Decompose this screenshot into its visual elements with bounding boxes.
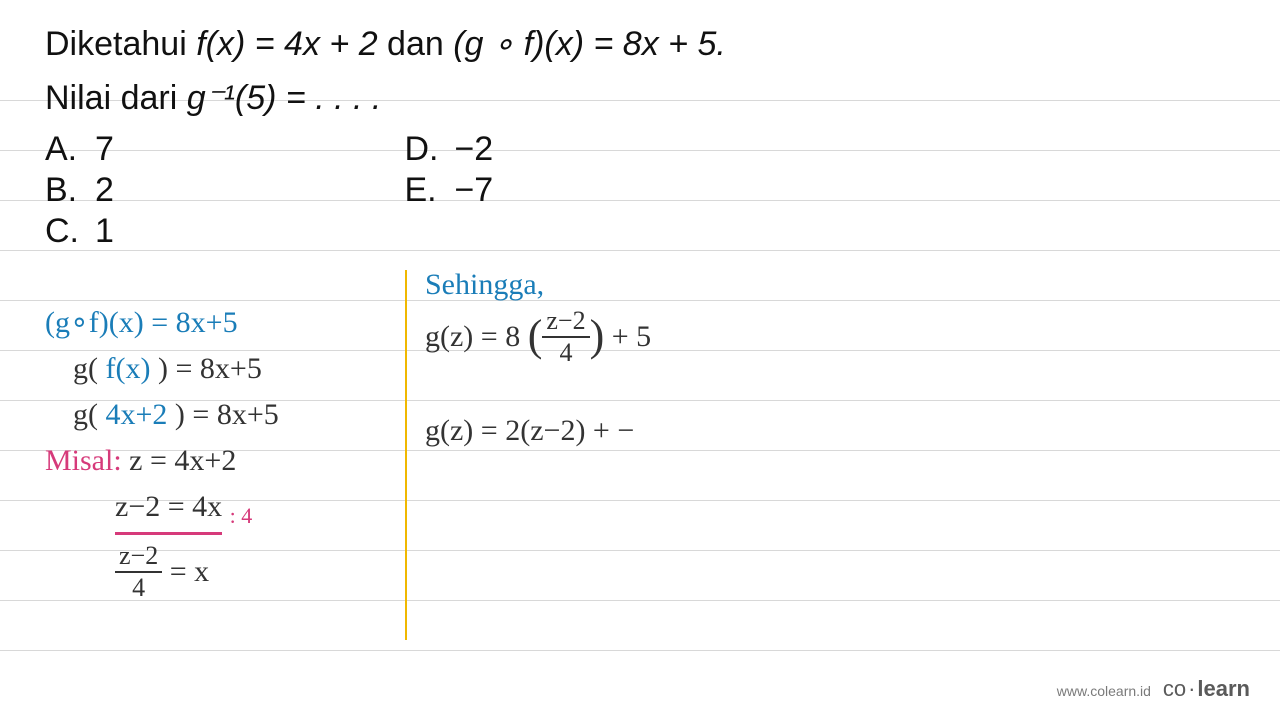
sehingga-heading: Sehingga, — [425, 262, 925, 308]
option-a: A.7 — [45, 130, 395, 169]
q-mid: dan — [378, 25, 454, 63]
work-l1: (g∘f)(x) = 8x+5 — [45, 300, 395, 346]
handwritten-work: (g∘f)(x) = 8x+5 g( f(x) ) = 8x+5 g( 4x+2… — [45, 270, 1240, 680]
footer-url: www.colearn.id — [1057, 683, 1151, 699]
q-pre2: Nilai dari — [45, 79, 187, 117]
answer-options: A.7 B.2 C.1 D.−2 E.−7 — [45, 130, 493, 253]
option-d: D.−2 — [404, 130, 493, 169]
option-c: C.1 — [45, 212, 395, 251]
work-l3: g( 4x+2 ) = 8x+5 — [45, 392, 395, 438]
column-divider — [405, 270, 407, 640]
work-sub2: z−24 = x — [115, 545, 395, 603]
q-pre1: Diketahui — [45, 25, 196, 63]
footer-brand: co·learn — [1163, 676, 1250, 701]
q-eq1: f(x) = 4x + 2 — [196, 25, 377, 63]
work-l2: g( f(x) ) = 8x+5 — [45, 346, 395, 392]
q-eq2: (g ∘ f)(x) = 8x + 5. — [453, 25, 726, 63]
work-sub1: z−2 = 4x : 4 — [115, 484, 395, 539]
q-eq3: g⁻¹(5) = . . . . — [187, 79, 382, 117]
work-right-column: Sehingga, g(z) = 8 (z−24) + 5 g(z) = 2(z… — [425, 262, 925, 454]
option-b: B.2 — [45, 171, 395, 210]
footer: www.colearn.id co·learn — [1057, 676, 1250, 702]
question-text: Diketahui f(x) = 4x + 2 dan (g ∘ f)(x) =… — [45, 20, 726, 122]
work-r2: g(z) = 2(z−2) + − — [425, 408, 925, 454]
work-r1: g(z) = 8 (z−24) + 5 — [425, 310, 925, 368]
option-e: E.−7 — [404, 171, 493, 210]
work-left-column: (g∘f)(x) = 8x+5 g( f(x) ) = 8x+5 g( 4x+2… — [45, 300, 395, 603]
work-misal: Misal: z = 4x+2 — [45, 438, 395, 484]
